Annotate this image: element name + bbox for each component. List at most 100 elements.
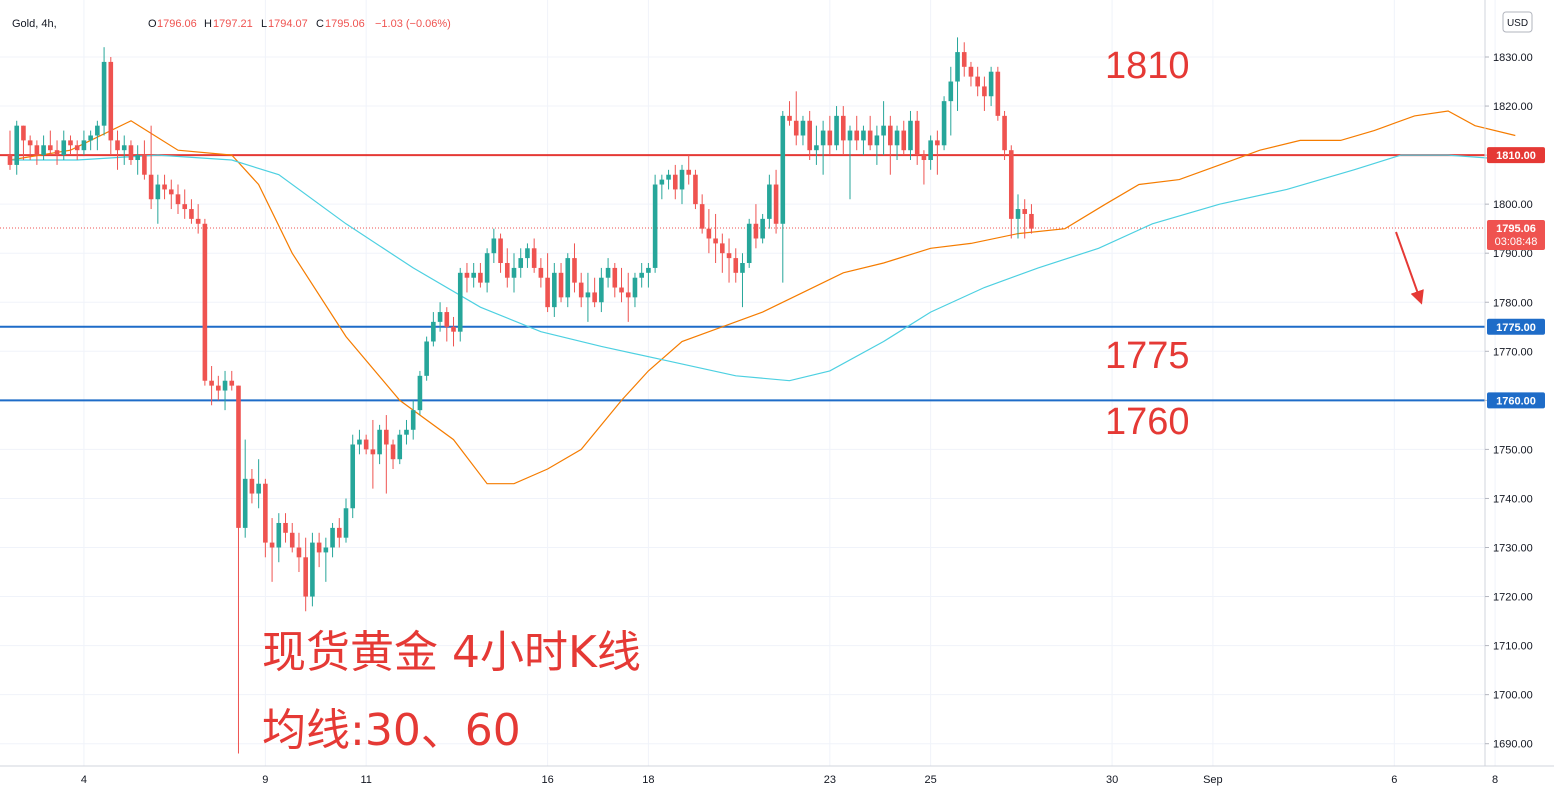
candle[interactable] (457, 267, 463, 342)
candle[interactable] (357, 429, 362, 455)
candle[interactable] (888, 115, 893, 175)
candle[interactable] (370, 419, 376, 489)
candle[interactable] (48, 130, 53, 156)
candle[interactable] (793, 91, 799, 146)
candle[interactable] (296, 532, 302, 573)
candle[interactable] (1002, 110, 1007, 161)
candle[interactable] (464, 263, 470, 293)
candle[interactable] (88, 130, 93, 151)
candle[interactable] (343, 498, 349, 543)
candle[interactable] (787, 101, 792, 126)
candle[interactable] (61, 130, 67, 161)
candle[interactable] (41, 135, 46, 161)
candle[interactable] (780, 110, 786, 283)
candle[interactable] (565, 253, 571, 308)
candle[interactable] (310, 532, 315, 607)
candle[interactable] (222, 370, 228, 411)
candle[interactable] (283, 513, 288, 543)
candle[interactable] (921, 150, 927, 185)
candle[interactable] (592, 277, 597, 308)
candle[interactable] (807, 110, 812, 161)
candle[interactable] (115, 130, 120, 170)
candle[interactable] (928, 135, 933, 170)
candle[interactable] (639, 263, 644, 288)
candle[interactable] (699, 194, 705, 234)
candle[interactable] (511, 253, 517, 293)
candle[interactable] (390, 439, 396, 470)
candle[interactable] (525, 243, 530, 268)
candle[interactable] (249, 469, 255, 504)
candle[interactable] (814, 125, 819, 165)
candle[interactable] (269, 518, 275, 582)
candle[interactable] (27, 135, 33, 161)
candle[interactable] (666, 169, 671, 190)
candle[interactable] (68, 135, 73, 156)
candle[interactable] (720, 233, 725, 273)
candle[interactable] (646, 263, 651, 288)
candle[interactable] (834, 106, 839, 151)
time-axis[interactable]: 4 9 11 16 18 23 25 30 Sep 6 8 (81, 774, 1498, 786)
candle[interactable] (14, 120, 20, 175)
candle[interactable] (874, 125, 880, 165)
candle[interactable] (840, 106, 846, 156)
candle[interactable] (216, 375, 221, 401)
candle[interactable] (504, 248, 510, 288)
candle[interactable] (202, 218, 208, 386)
candle[interactable] (397, 429, 403, 465)
candle[interactable] (625, 272, 631, 322)
candle[interactable] (81, 130, 87, 156)
candle[interactable] (437, 302, 443, 332)
candle[interactable] (659, 174, 665, 200)
candle[interactable] (74, 140, 80, 161)
candle[interactable] (827, 115, 833, 156)
candle[interactable] (988, 66, 994, 107)
candle[interactable] (914, 110, 920, 165)
candle[interactable] (289, 522, 295, 553)
candle[interactable] (572, 243, 577, 293)
candle[interactable] (350, 434, 356, 519)
candle[interactable] (175, 184, 181, 214)
candle[interactable] (424, 336, 429, 381)
candle[interactable] (679, 164, 685, 205)
candle[interactable] (236, 385, 241, 754)
candle[interactable] (21, 125, 26, 161)
candle[interactable] (229, 370, 235, 391)
candle[interactable] (316, 532, 322, 568)
candle[interactable] (740, 253, 745, 308)
candle[interactable] (773, 169, 779, 234)
candle[interactable] (323, 537, 329, 582)
candle[interactable] (377, 424, 382, 465)
candle[interactable] (894, 125, 900, 161)
candle[interactable] (148, 125, 154, 210)
candle[interactable] (881, 101, 886, 156)
candle[interactable] (632, 272, 638, 308)
candle[interactable] (1029, 204, 1034, 234)
candle[interactable] (800, 115, 806, 146)
candle[interactable] (908, 110, 913, 161)
candle[interactable] (363, 434, 369, 455)
candle[interactable] (1008, 145, 1014, 239)
candle[interactable] (746, 218, 752, 268)
candle[interactable] (706, 209, 712, 254)
candle[interactable] (578, 272, 584, 308)
candle[interactable] (108, 57, 114, 156)
currency-button-label[interactable]: USD (1507, 18, 1528, 29)
candle[interactable] (767, 174, 772, 229)
candle[interactable] (410, 400, 416, 440)
candle[interactable] (901, 120, 907, 156)
candle[interactable] (491, 228, 497, 264)
candle[interactable] (431, 312, 436, 347)
candle[interactable] (263, 478, 268, 558)
candle[interactable] (330, 522, 335, 558)
candle[interactable] (444, 307, 450, 342)
currency-button-frame[interactable] (1502, 11, 1533, 33)
candle[interactable] (1015, 194, 1021, 239)
candle[interactable] (982, 76, 987, 111)
currency-button[interactable]: USD (1502, 11, 1533, 33)
candle[interactable] (121, 135, 127, 165)
candle[interactable] (753, 204, 759, 249)
candle[interactable] (303, 537, 308, 612)
candle[interactable] (276, 513, 282, 563)
candle[interactable] (195, 204, 201, 234)
